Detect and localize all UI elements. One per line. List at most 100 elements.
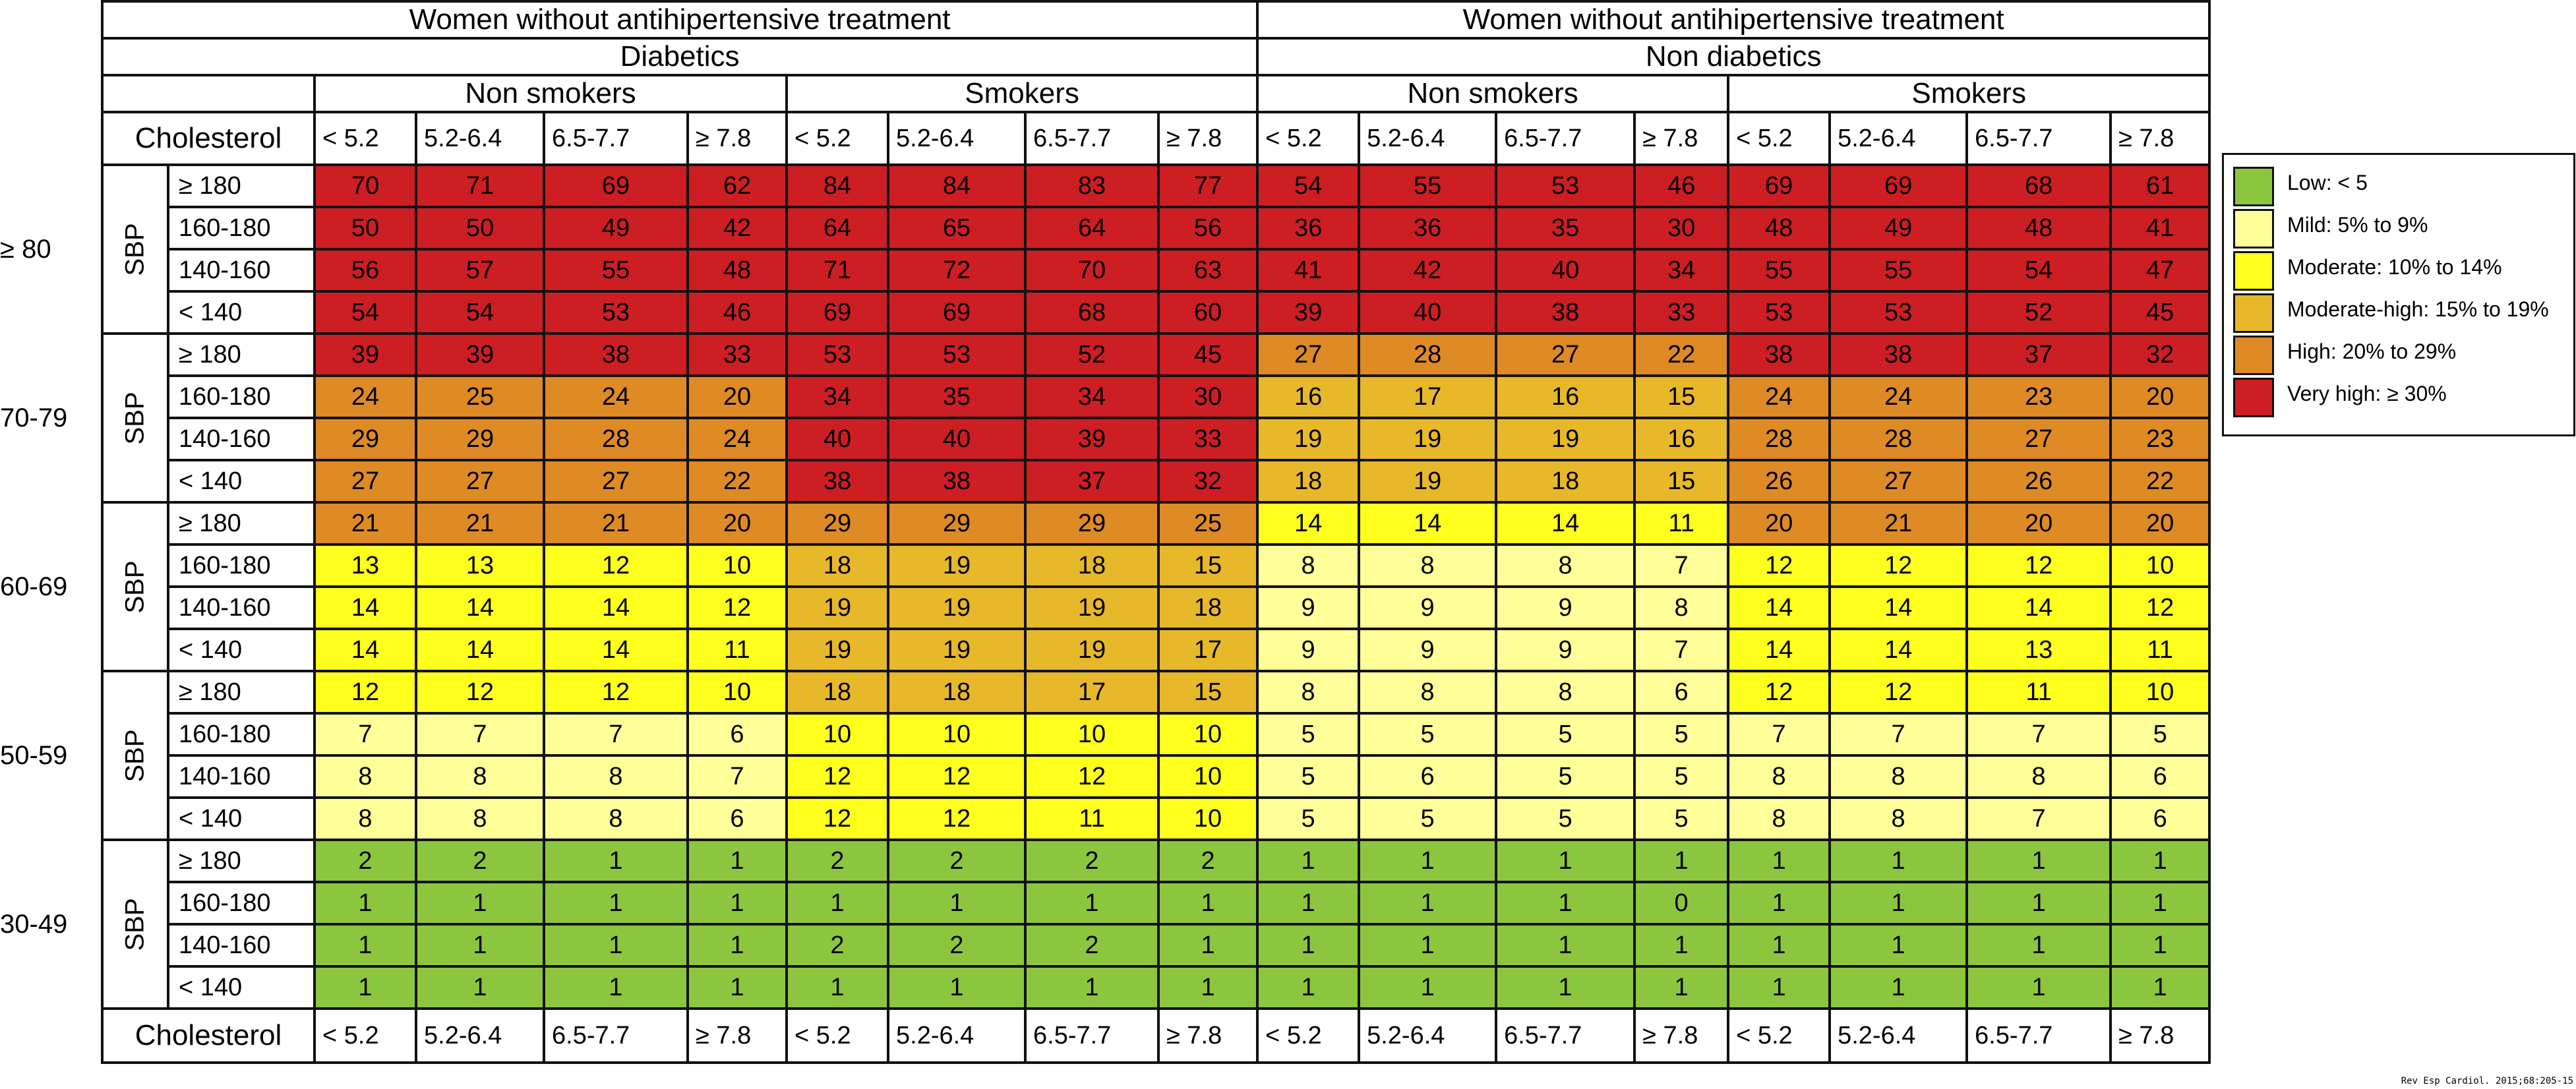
risk-cell: 29 bbox=[415, 417, 545, 461]
risk-cell: 1 bbox=[1633, 839, 1730, 883]
risk-cell: 1 bbox=[1156, 923, 1259, 968]
risk-cell: 18 bbox=[1495, 459, 1636, 504]
risk-cell: 19 bbox=[1256, 417, 1361, 461]
risk-cell: 11 bbox=[2109, 628, 2211, 672]
risk-cell: 8 bbox=[1828, 754, 1969, 799]
risk-cell: 5 bbox=[1256, 754, 1361, 799]
risk-cell: 49 bbox=[543, 206, 689, 250]
risk-cell: 36 bbox=[1256, 206, 1361, 250]
risk-cell: 12 bbox=[1024, 754, 1160, 799]
risk-cell: 6 bbox=[1633, 670, 1730, 715]
sbp-level-label: 140-160 bbox=[167, 585, 316, 630]
risk-cell: 35 bbox=[887, 374, 1027, 419]
risk-cell: 19 bbox=[1358, 417, 1498, 461]
risk-cell: 37 bbox=[1965, 332, 2112, 377]
risk-cell: 83 bbox=[1024, 163, 1160, 208]
legend-label: Moderate-high: 15% to 19% bbox=[2287, 297, 2549, 321]
risk-cell: 6 bbox=[686, 712, 788, 757]
risk-cell: 20 bbox=[686, 374, 788, 419]
risk-cell: 40 bbox=[1358, 290, 1498, 335]
risk-cell: 2 bbox=[1024, 923, 1160, 968]
risk-cell: 5 bbox=[1633, 754, 1730, 799]
risk-cell: 1 bbox=[415, 881, 545, 926]
sbp-label-text: SBP bbox=[120, 728, 150, 782]
risk-cell: 22 bbox=[2109, 459, 2211, 504]
risk-cell: 12 bbox=[887, 754, 1027, 799]
legend-label: Moderate: 10% to 14% bbox=[2287, 255, 2502, 279]
risk-cell: 16 bbox=[1633, 417, 1730, 461]
risk-cell: 27 bbox=[543, 459, 689, 504]
risk-cell: 9 bbox=[1495, 585, 1636, 630]
age-group-label: 70-79 bbox=[0, 403, 68, 432]
risk-cell: 2 bbox=[1024, 839, 1160, 883]
risk-cell: 27 bbox=[1495, 332, 1636, 377]
risk-cell: 24 bbox=[543, 374, 689, 419]
risk-cell: 1 bbox=[1965, 923, 2112, 968]
risk-cell: 14 bbox=[313, 585, 417, 630]
risk-cell: 18 bbox=[785, 543, 889, 588]
legend-swatch bbox=[2233, 293, 2274, 333]
risk-cell: 1 bbox=[1828, 881, 1969, 926]
risk-cell: 40 bbox=[887, 417, 1027, 461]
risk-cell: 14 bbox=[1727, 585, 1832, 630]
risk-cell: 28 bbox=[1727, 417, 1832, 461]
risk-cell: 52 bbox=[1965, 290, 2112, 335]
top-cholesterol-tick: ≥ 7.8 bbox=[2109, 111, 2211, 166]
risk-cell: 38 bbox=[887, 459, 1027, 504]
risk-cell: 1 bbox=[1358, 881, 1498, 926]
risk-cell: 14 bbox=[543, 585, 689, 630]
risk-cell: 29 bbox=[887, 501, 1027, 546]
subgroup-nondiabetic-smokers: Smokers bbox=[1727, 74, 2211, 113]
risk-cell: 29 bbox=[313, 417, 417, 461]
risk-cell: 11 bbox=[1965, 670, 2112, 715]
age-axis: ≥ 80 70-79 60-69 50-59 30-49 bbox=[0, 0, 99, 1089]
risk-cell: 25 bbox=[415, 374, 545, 419]
risk-cell: 9 bbox=[1358, 628, 1498, 672]
risk-cell: 7 bbox=[313, 712, 417, 757]
risk-cell: 6 bbox=[1358, 754, 1498, 799]
risk-cell: 53 bbox=[1727, 290, 1832, 335]
bottom-cholesterol-tick: 6.5-7.7 bbox=[543, 1007, 689, 1064]
cholesterol-label-bottom: Cholesterol bbox=[101, 1007, 316, 1064]
risk-cell: 29 bbox=[785, 501, 889, 546]
sbp-level-label: ≥ 180 bbox=[167, 501, 316, 546]
sbp-level-label: 160-180 bbox=[167, 543, 316, 588]
risk-cell: 8 bbox=[1495, 543, 1636, 588]
risk-cell: 8 bbox=[313, 796, 417, 841]
risk-cell: 1 bbox=[785, 881, 889, 926]
risk-cell: 10 bbox=[686, 670, 788, 715]
risk-cell: 1 bbox=[1358, 839, 1498, 883]
top-cholesterol-tick: 6.5-7.7 bbox=[1024, 111, 1160, 166]
age-group-label: 60-69 bbox=[0, 572, 68, 601]
risk-cell: 33 bbox=[686, 332, 788, 377]
risk-cell: 12 bbox=[415, 670, 545, 715]
risk-cell: 55 bbox=[1727, 248, 1832, 293]
risk-cell: 5 bbox=[2109, 712, 2211, 757]
risk-cell: 42 bbox=[1358, 248, 1498, 293]
sbp-level-label: ≥ 180 bbox=[167, 839, 316, 883]
risk-cell: 84 bbox=[785, 163, 889, 208]
risk-cell: 18 bbox=[1024, 543, 1160, 588]
risk-cell: 9 bbox=[1256, 628, 1361, 672]
risk-cell: 24 bbox=[1727, 374, 1832, 419]
risk-cell: 48 bbox=[1965, 206, 2112, 250]
risk-cell: 69 bbox=[887, 290, 1027, 335]
risk-cell: 7 bbox=[1965, 712, 2112, 757]
risk-cell: 1 bbox=[1727, 881, 1832, 926]
risk-cell: 26 bbox=[1965, 459, 2112, 504]
risk-cell: 1 bbox=[543, 965, 689, 1010]
risk-cell: 69 bbox=[1727, 163, 1832, 208]
risk-cell: 2 bbox=[785, 839, 889, 883]
risk-cell: 41 bbox=[2109, 206, 2211, 250]
subgroup-nondiabetic-nonsmokers: Non smokers bbox=[1256, 74, 1730, 113]
risk-cell: 7 bbox=[1727, 712, 1832, 757]
risk-cell: 1 bbox=[1156, 965, 1259, 1010]
risk-cell: 54 bbox=[1256, 163, 1361, 208]
age-group-label: ≥ 80 bbox=[0, 235, 51, 264]
sbp-level-label: 160-180 bbox=[167, 712, 316, 757]
top-cholesterol-tick: < 5.2 bbox=[313, 111, 417, 166]
risk-table: Women without antihipertensive treatment… bbox=[100, 0, 2211, 1064]
sbp-axis-label: SBP bbox=[101, 839, 169, 1010]
risk-cell: 15 bbox=[1633, 374, 1730, 419]
risk-cell: 12 bbox=[313, 670, 417, 715]
